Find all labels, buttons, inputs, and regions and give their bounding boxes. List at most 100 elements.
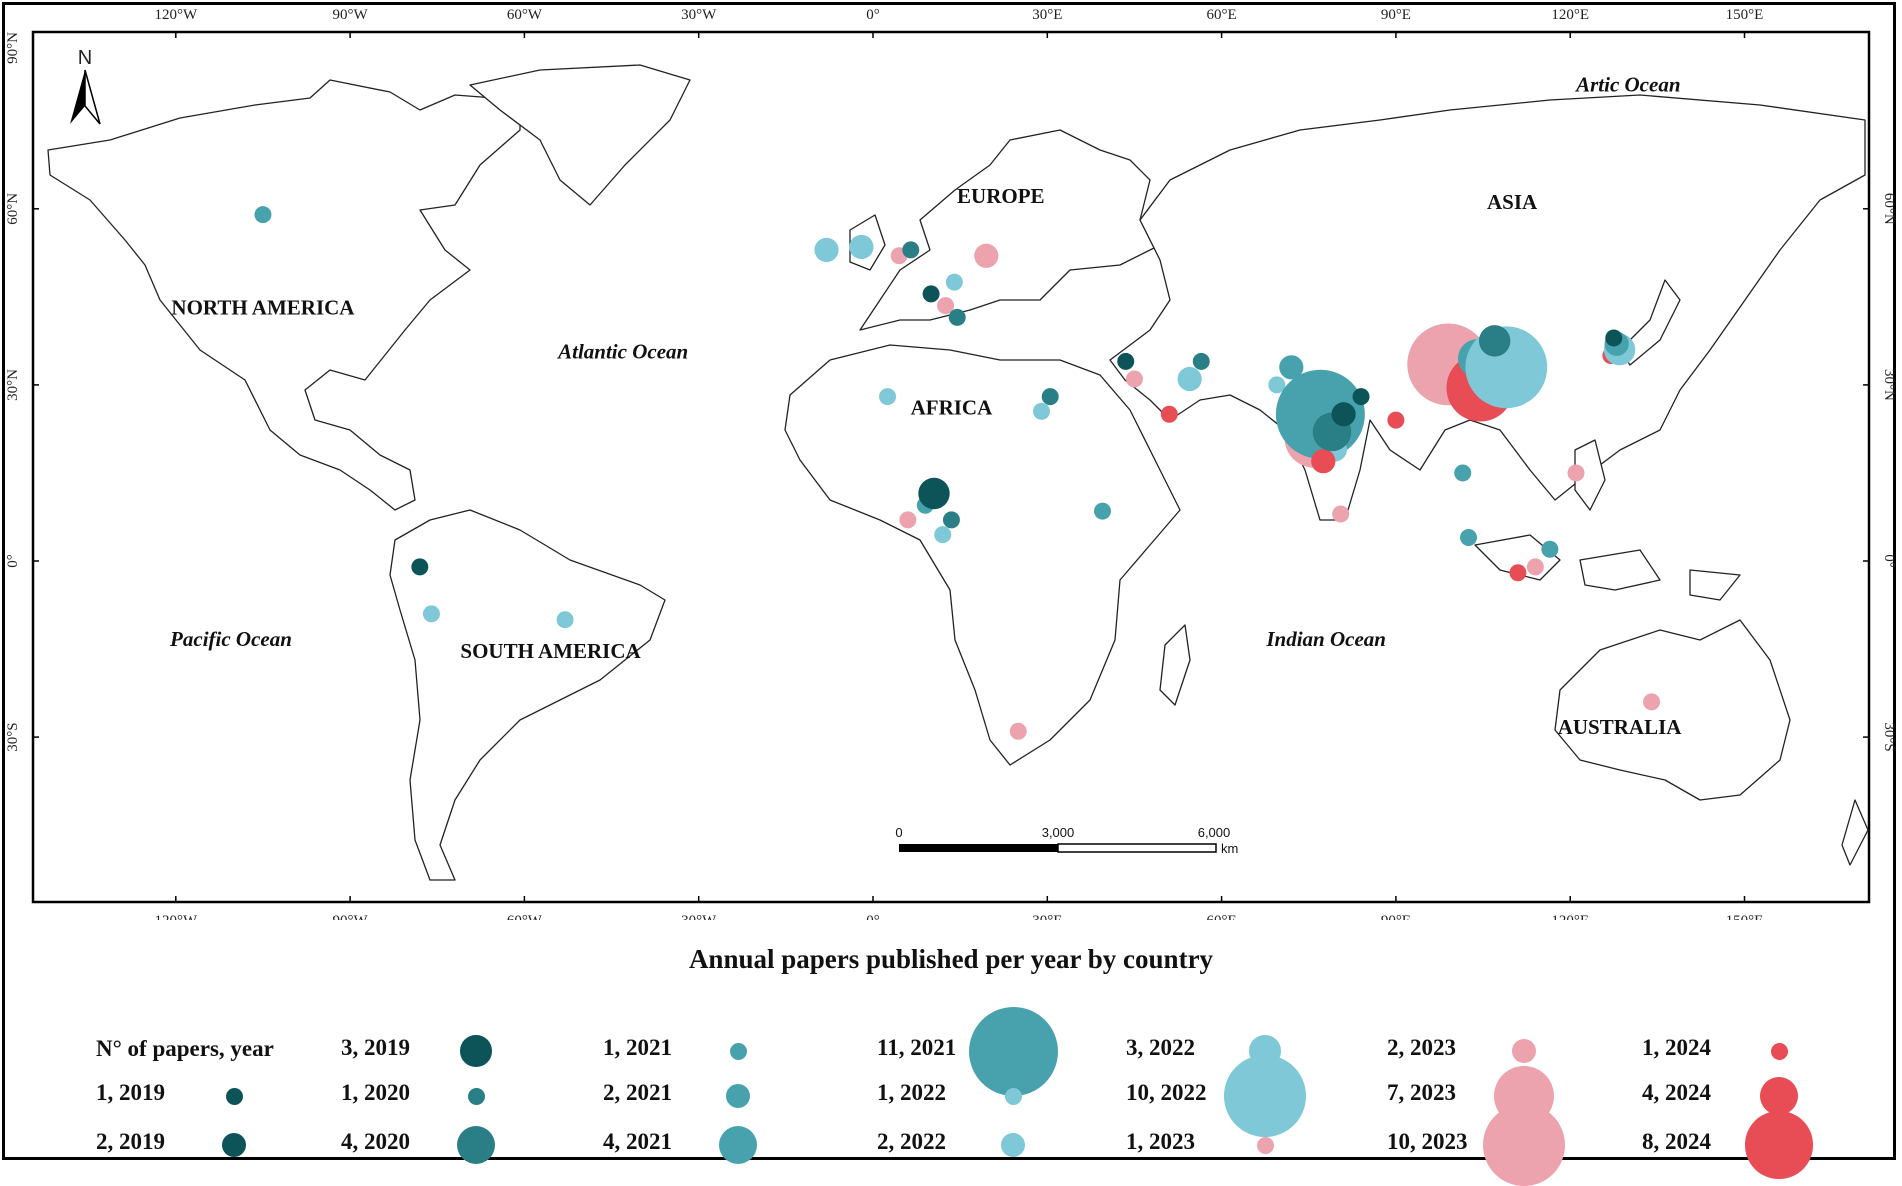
indonesia-land	[1474, 534, 1741, 601]
paper-point	[1643, 693, 1661, 711]
scale-label-3000: 3,000	[1042, 825, 1075, 840]
lat-label-left: 30°S	[5, 722, 21, 751]
legend-item-dot	[1770, 1042, 1788, 1060]
ocean-labels: Artic Ocean Atlantic Ocean Pacific Ocean In…	[169, 72, 1680, 651]
paper-point	[1509, 564, 1527, 582]
africa-land	[784, 344, 1181, 766]
paper-point	[879, 388, 897, 406]
legend-item-label: 7, 2023	[1387, 1080, 1456, 1105]
lon-label-bottom: 30°E	[1032, 913, 1062, 920]
scale-bar: 0 3,000 6,000 km	[895, 825, 1238, 856]
legend-item-dot	[467, 1087, 485, 1105]
lon-label-top: 120°W	[154, 7, 197, 23]
legend-item-dot	[1000, 1132, 1026, 1158]
paper-point	[1567, 464, 1585, 482]
lon-label-top: 30°W	[681, 7, 717, 23]
lon-label-top: 0°	[866, 7, 880, 23]
paper-point	[556, 611, 574, 629]
ocean-label: Pacific Ocean	[169, 627, 292, 651]
lon-label-top: 30°E	[1032, 7, 1062, 23]
lon-label-bottom: 120°W	[154, 913, 197, 920]
lat-label-right: 60°N	[1881, 193, 1897, 225]
graticule-ticks: 120°W 120°W 90°W 90°W 60°W 60°W 30°W 30°W 0° 0° 30…	[5, 7, 1897, 920]
north-arrow-label: N	[78, 47, 92, 69]
australia-land	[1554, 619, 1791, 801]
paper-point	[945, 273, 963, 291]
lon-label-top: 60°E	[1207, 7, 1237, 23]
legend-item-label: 1, 2020	[341, 1080, 410, 1105]
world-map: 120°W 120°W 90°W 90°W 60°W 60°W 30°W 30°W 0° 0° 30…	[5, 7, 1897, 920]
madagascar-land	[1159, 624, 1191, 706]
legend-item-label: 2, 2023	[1387, 1035, 1456, 1060]
europe-land	[859, 129, 1161, 331]
continent-label: ASIA	[1487, 190, 1538, 214]
scale-label-0: 0	[895, 825, 902, 840]
paper-point	[1387, 411, 1405, 429]
ocean-label: Indian Ocean	[1265, 627, 1386, 651]
legend-item-label: 4, 2021	[603, 1129, 672, 1154]
paper-point	[918, 477, 950, 510]
paper-point	[934, 526, 952, 544]
paper-points	[254, 206, 1661, 740]
legend-item-label: 3, 2022	[1126, 1035, 1195, 1060]
scale-label-6000: 6,000	[1198, 825, 1231, 840]
legend-item-dot	[1224, 1055, 1306, 1137]
paper-point	[1331, 402, 1356, 427]
scale-unit: km	[1221, 841, 1238, 856]
north-arrow-right	[84, 69, 101, 125]
lon-label-bottom: 60°W	[507, 913, 543, 920]
lon-label-top: 90°E	[1381, 7, 1411, 23]
paper-point	[1268, 376, 1286, 394]
continent-label: EUROPE	[957, 184, 1045, 208]
lon-label-bottom: 120°E	[1551, 913, 1589, 920]
legend-title: Annual papers published per year by coun…	[688, 944, 1214, 974]
paper-point	[937, 297, 955, 315]
ocean-label: Artic Ocean	[1574, 72, 1680, 96]
legend-item-dot	[1759, 1076, 1799, 1116]
legend-item-label: 2, 2021	[603, 1080, 672, 1105]
lon-label-bottom: 60°E	[1207, 913, 1237, 920]
lon-label-bottom: 90°W	[333, 913, 369, 920]
paper-point	[1605, 329, 1623, 347]
continent-label: AFRICA	[911, 395, 993, 419]
lon-label-top: 90°W	[333, 7, 369, 23]
lon-label-top: 150°E	[1726, 7, 1764, 23]
legend-item-label: 1, 2023	[1126, 1129, 1195, 1154]
legend-item-dot	[968, 1006, 1058, 1096]
continent-labels: NORTH AMERICA EUROPE ASIA AFRICA SOUTH AMERI…	[171, 184, 1682, 739]
paper-point	[942, 511, 960, 529]
legend-item-label: 4, 2024	[1642, 1080, 1711, 1105]
legend-item-dot	[1745, 1111, 1813, 1179]
lat-label-right: 30°S	[1881, 722, 1897, 751]
legend-item-dot	[460, 1035, 492, 1067]
paper-point	[814, 237, 839, 262]
legend-item-label: 11, 2021	[877, 1035, 957, 1060]
paper-point	[1541, 540, 1559, 558]
paper-point	[1032, 402, 1050, 420]
ocean-label: Atlantic Ocean	[556, 339, 688, 363]
lon-label-bottom: 150°E	[1726, 913, 1764, 920]
paper-point	[1093, 502, 1111, 520]
legend-item-dot	[1256, 1136, 1274, 1154]
lon-label-top: 120°E	[1551, 7, 1589, 23]
continent-label: AUSTRALIA	[1558, 715, 1683, 739]
lat-label-left: 60°N	[5, 193, 21, 225]
paper-point	[1454, 464, 1472, 482]
paper-point	[902, 241, 920, 259]
north-america-land	[47, 79, 521, 511]
legend-item-label: 2, 2022	[877, 1129, 946, 1154]
paper-point	[1279, 355, 1304, 380]
north-arrow-left	[70, 70, 85, 124]
legend-item-label: 2, 2019	[96, 1129, 165, 1154]
paper-point	[1117, 352, 1135, 370]
legend-item-dot	[1511, 1038, 1537, 1064]
land-masses	[47, 64, 1869, 881]
paper-point	[974, 243, 999, 268]
legend-item-dot	[725, 1083, 751, 1109]
legend-item-dot	[1004, 1087, 1022, 1105]
legend-item-dot	[456, 1125, 496, 1165]
paper-point	[1311, 449, 1336, 474]
legend-item-dot	[221, 1132, 247, 1158]
lat-label-left: 30°N	[5, 369, 21, 401]
legend-item-dot	[718, 1125, 758, 1165]
